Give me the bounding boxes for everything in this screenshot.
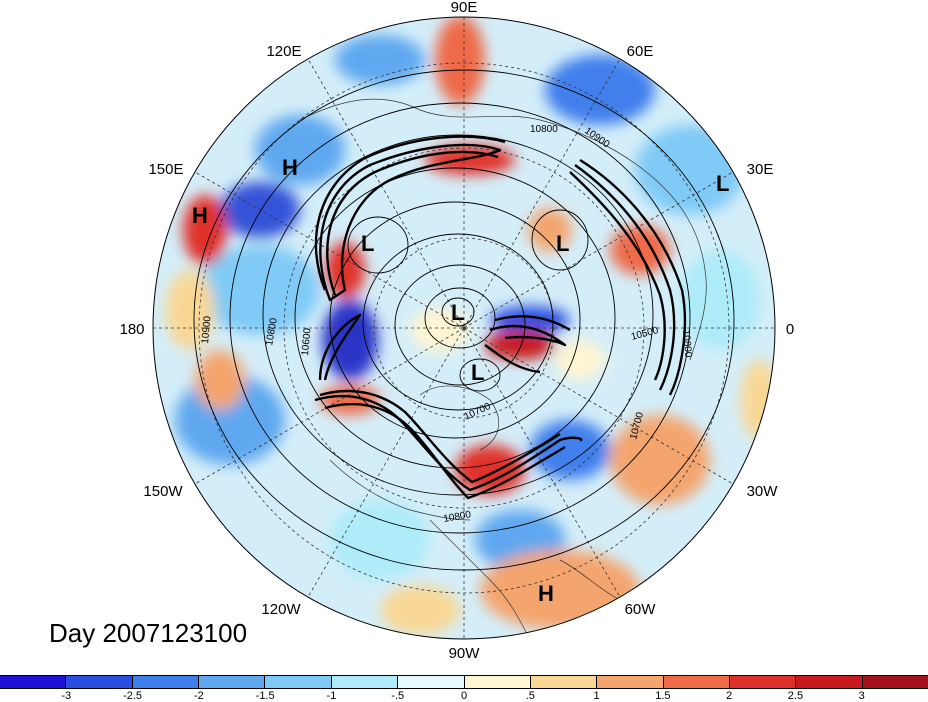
colorbar-box [66,676,133,688]
colorbar-tick-label: -2.5 [123,690,143,702]
contour-label: 10800 [264,317,280,347]
colorbar-tick-label: 3 [858,690,865,702]
lon-label-60e: 60E [627,43,654,60]
map-title: Day 2007123100 [49,618,248,648]
lon-label-90w: 90W [449,645,481,662]
colorbar-tick-label: 2.5 [787,690,804,702]
low-center-label: L [471,360,484,385]
high-center-label: H [282,155,298,180]
colorbar [0,675,928,689]
colorbar-tick-label: -1.5 [255,690,275,702]
lon-label-30w: 30W [747,483,779,500]
lon-label-180: 180 [119,321,144,338]
low-center-label: L [716,171,729,196]
contour-label: 10800 [443,509,473,525]
colorbar-box [331,676,399,688]
coastlines [299,98,707,639]
lon-label-150w: 150W [143,483,183,500]
jet-stream-contours [314,135,687,500]
colorbar-box [199,676,266,688]
colorbar-box [464,676,531,688]
colorbar-box [729,676,797,688]
colorbar-tick-label: -2 [193,690,204,702]
lon-label-90e: 90E [451,0,478,16]
colorbar-tick-label: -1 [326,690,337,702]
contour-label: 10600 [300,327,313,356]
contour-label: 10900 [200,315,213,344]
colorbar-tick-label: 0 [460,690,468,702]
pressure-center-labels: H H L L L L L H [192,155,729,606]
colorbar-tick-label: 1.5 [655,690,671,702]
low-center-label: L [556,231,569,256]
colorbar-tick-label: 2 [726,690,733,702]
colorbar-box [265,676,332,688]
lon-label-150e: 150E [148,161,183,178]
colorbar-box [862,676,928,688]
low-center-label: L [361,231,374,256]
lon-label-0: 0 [786,321,794,338]
colorbar-box [663,676,730,688]
colorbar-tick-label: 1 [593,690,600,702]
colorbar-box [796,676,863,688]
lon-label-60w: 60W [625,601,657,618]
high-center-label: H [192,203,208,228]
low-center-label: L [451,300,464,325]
contour-label: 10800 [530,124,558,135]
colorbar-box [132,676,200,688]
lon-label-120e: 120E [266,43,301,60]
graticule [153,17,775,639]
colorbar-tick-label: -3 [61,690,72,702]
colorbar-box [597,676,664,688]
longitude-labels: 90E 120E 60E 150E 30E 180 0 150W 30W 120… [119,0,794,662]
lon-label-120w: 120W [261,601,301,618]
colorbar-labels: -3 -2.5 -2 -1.5 -1 -.5 0 .5 1 1.5 2 2.5 3 [0,690,928,702]
colorbar-box [530,676,598,688]
colorbar-tick-label: .5 [525,690,535,702]
lon-label-30e: 30E [747,161,774,178]
colorbar-tick-label: -.5 [391,690,405,702]
high-center-label: H [538,581,554,606]
colorbar-box [0,676,67,688]
colorbar-box [398,676,465,688]
contour-label: 10800 [680,329,693,358]
